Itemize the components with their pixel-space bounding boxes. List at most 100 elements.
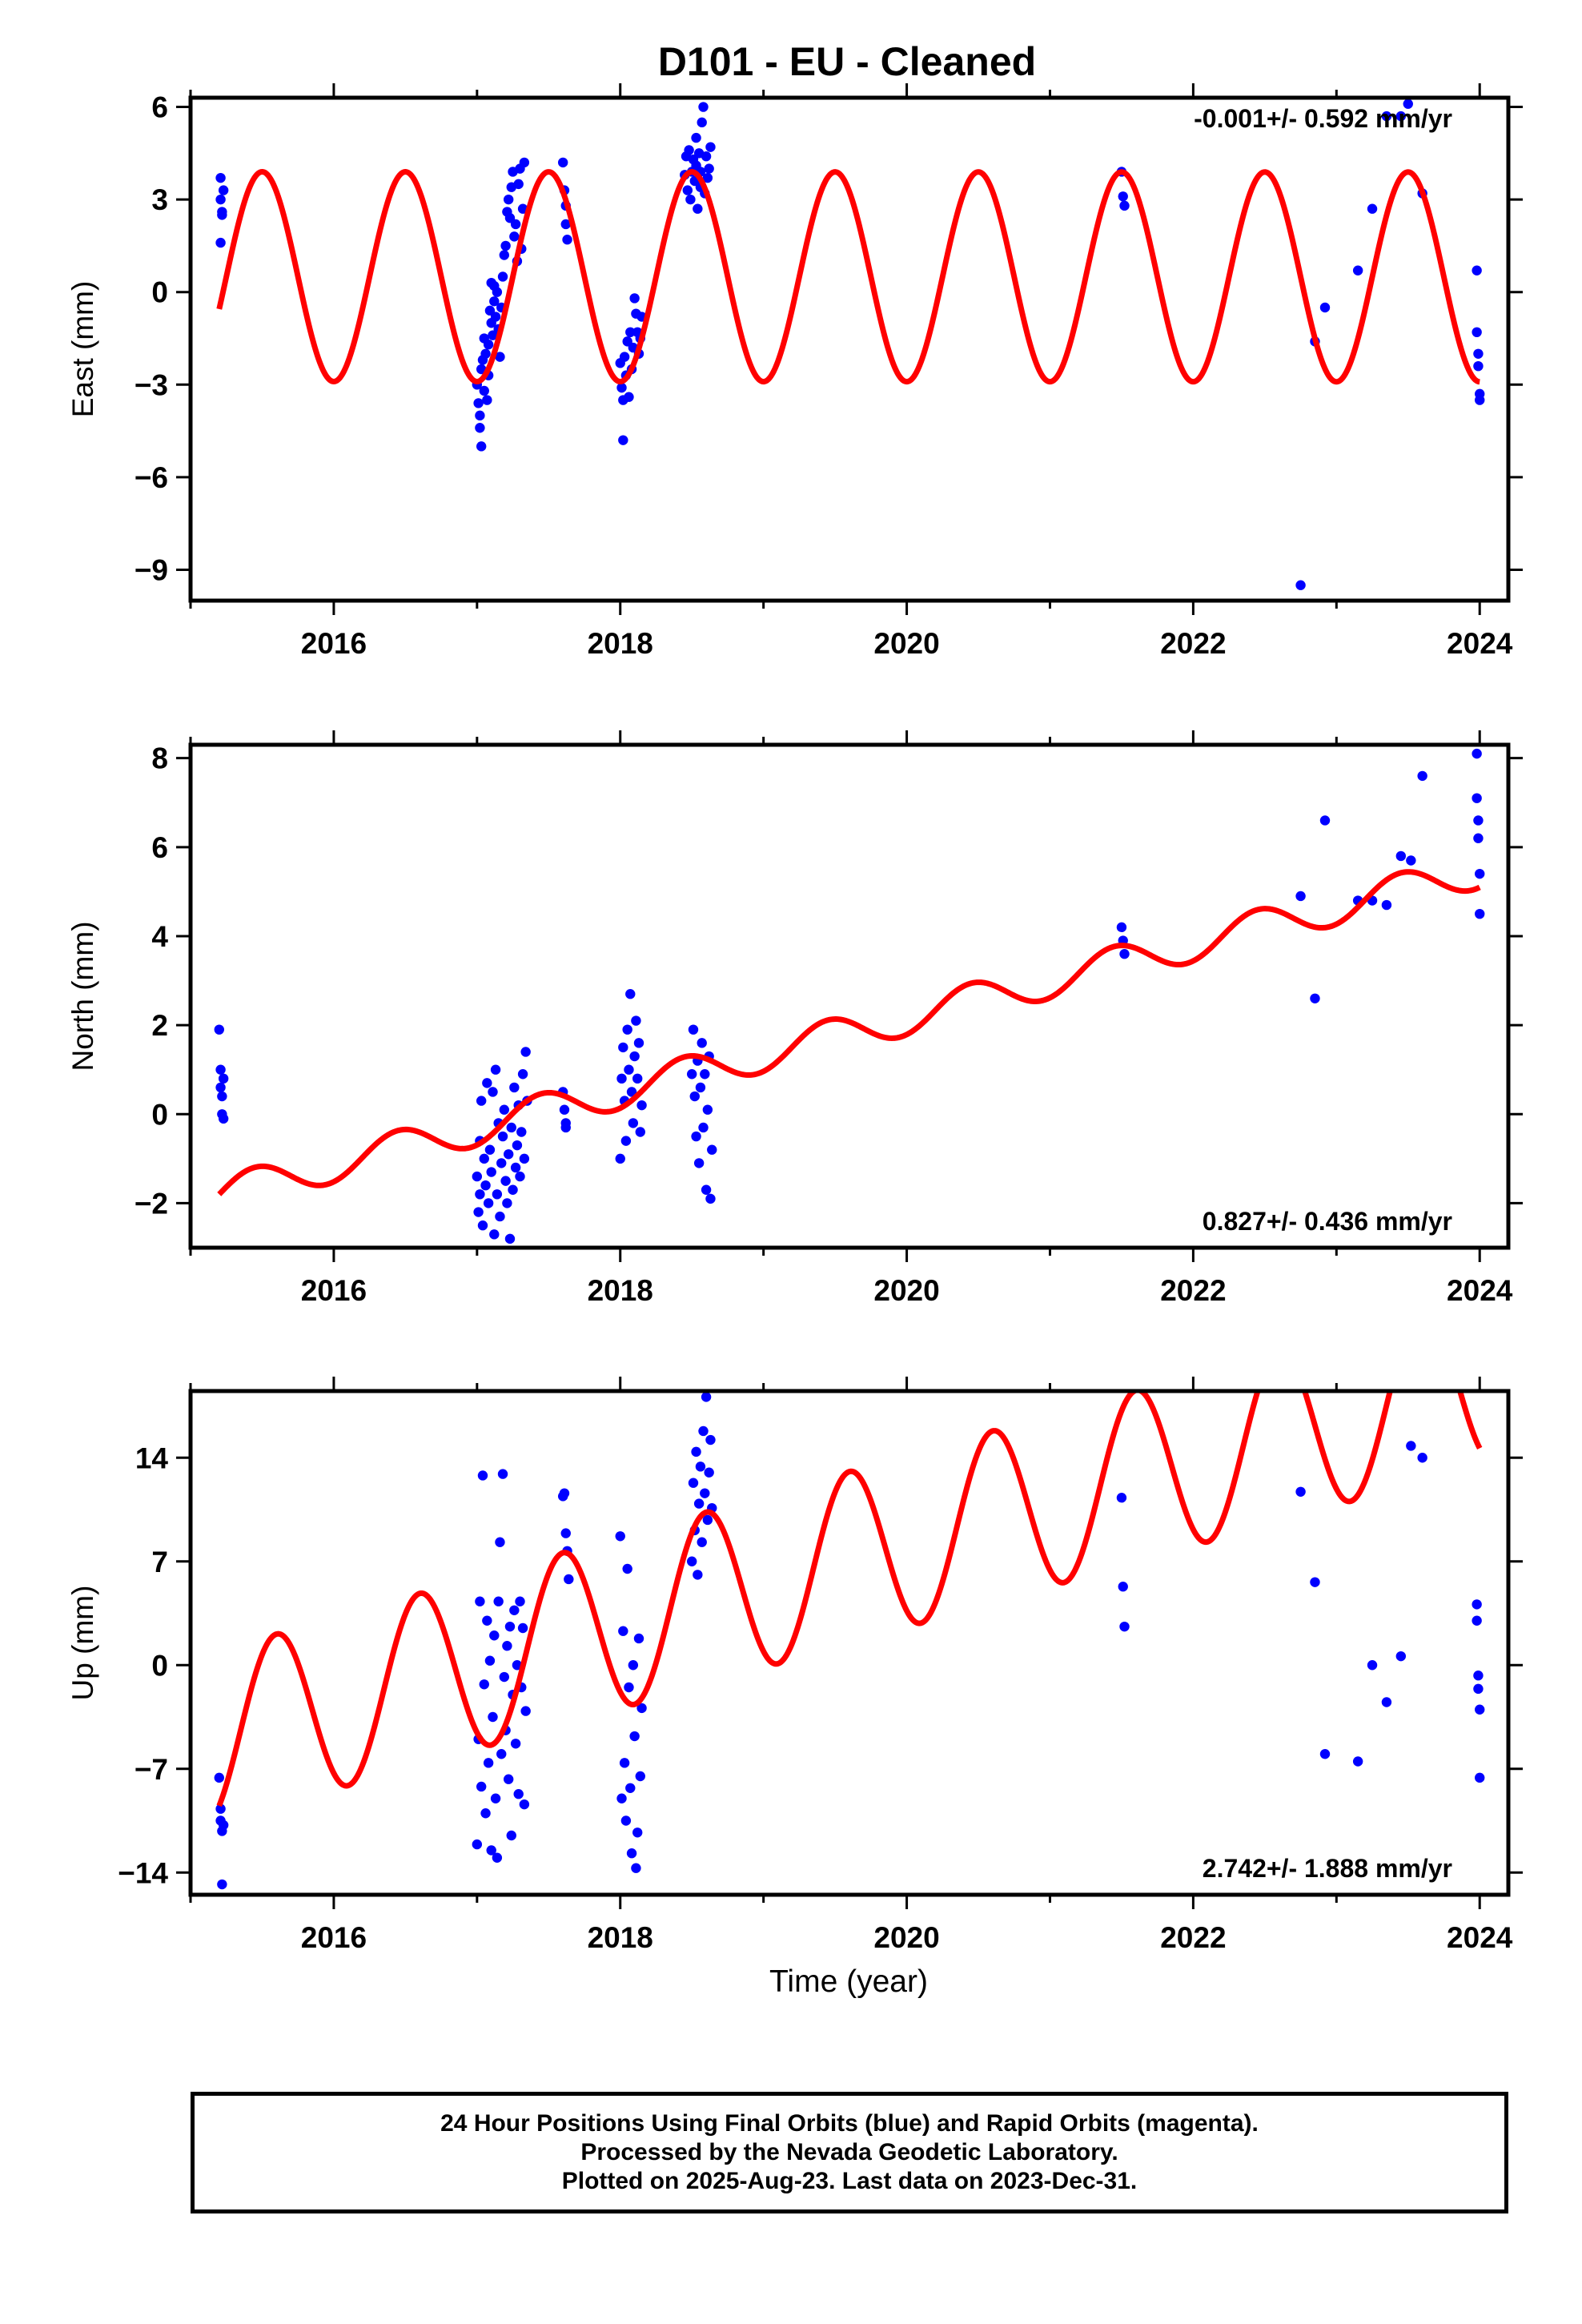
data-point: [624, 1682, 634, 1693]
x-tick-label: 2024: [1447, 1274, 1513, 1307]
data-point: [215, 1082, 226, 1093]
data-point: [475, 423, 485, 433]
data-point: [495, 1211, 505, 1222]
data-point: [705, 142, 716, 152]
x-tick-label: 2020: [873, 627, 939, 660]
data-point: [698, 1122, 709, 1133]
data-point: [629, 293, 640, 304]
data-point: [618, 1042, 628, 1053]
data-point: [1403, 99, 1413, 109]
data-point: [1352, 1756, 1363, 1767]
data-point: [217, 1879, 227, 1890]
data-point: [500, 1176, 511, 1186]
data-point: [686, 1069, 697, 1080]
y-tick-label: 0: [151, 1649, 168, 1682]
data-point: [506, 1122, 516, 1133]
x-tick-label: 2024: [1447, 1921, 1513, 1954]
data-point: [1475, 395, 1485, 405]
data-point: [482, 1615, 492, 1626]
data-point: [480, 1808, 491, 1819]
data-point: [1417, 770, 1427, 782]
data-point: [691, 132, 701, 143]
data-point: [1472, 793, 1482, 803]
x-tick-label: 2020: [873, 1921, 939, 1954]
data-point: [1381, 111, 1392, 122]
data-point: [700, 1069, 710, 1080]
data-point: [619, 1758, 630, 1768]
data-point: [214, 1772, 224, 1783]
data-point: [697, 1038, 707, 1048]
data-point: [512, 1660, 523, 1671]
data-point: [1472, 327, 1482, 338]
data-point: [482, 395, 492, 405]
data-point: [500, 240, 511, 251]
data-point: [477, 1470, 488, 1481]
data-point: [1119, 949, 1130, 959]
data-point: [562, 235, 572, 245]
data-point: [480, 348, 491, 359]
data-point: [1116, 1493, 1127, 1503]
data-point: [475, 1189, 485, 1200]
data-point: [1395, 111, 1407, 122]
data-point: [693, 1158, 705, 1168]
y-tick-label: −6: [135, 461, 168, 494]
data-point: [624, 1064, 634, 1075]
data-point: [483, 1758, 494, 1768]
y-axis-label: Up (mm): [66, 1586, 99, 1701]
data-point: [519, 1153, 530, 1164]
data-point: [615, 1153, 625, 1164]
data-point: [517, 1622, 528, 1634]
data-point: [218, 185, 229, 195]
data-point: [1475, 868, 1485, 879]
x-tick-label: 2018: [588, 1274, 653, 1307]
data-point: [622, 1563, 632, 1574]
data-point: [1406, 1441, 1416, 1451]
data-point: [635, 1771, 645, 1782]
data-point: [215, 1803, 226, 1814]
data-point: [497, 271, 508, 282]
data-point: [636, 1703, 647, 1714]
footer-line-processed: Processed by the Nevada Geodetic Laborat…: [580, 2139, 1118, 2165]
data-point: [509, 1605, 520, 1616]
rate-annotation: -0.001+/- 0.592 mm/yr: [1194, 104, 1452, 133]
data-point: [472, 1171, 483, 1182]
data-point: [697, 117, 707, 128]
data-point: [510, 1162, 521, 1173]
data-point: [476, 1096, 487, 1106]
data-point: [1310, 1577, 1320, 1587]
data-point: [633, 1633, 644, 1644]
data-point: [503, 1774, 514, 1784]
data-point: [619, 352, 630, 362]
data-point: [1118, 191, 1128, 202]
data-point: [622, 1024, 632, 1035]
data-point: [618, 1626, 628, 1636]
data-point: [1295, 1486, 1306, 1498]
data-point: [510, 219, 521, 230]
data-point: [693, 1570, 703, 1580]
data-point: [626, 1848, 637, 1859]
data-point: [559, 1488, 570, 1498]
data-point: [218, 1073, 229, 1084]
figure-title: D101 - EU - Cleaned: [658, 39, 1036, 84]
data-point: [1118, 1582, 1128, 1592]
east-panel: 2016 2018 2020 2022 2024 −9 −6 −3 0 3 6 East (mm) -0…: [66, 83, 1523, 660]
data-point: [472, 1839, 483, 1850]
data-point: [1472, 1599, 1482, 1610]
y-tick-label: −2: [135, 1187, 168, 1220]
data-point: [479, 385, 489, 396]
data-point: [632, 1073, 643, 1084]
data-point: [516, 1127, 527, 1137]
x-tick-label: 2018: [588, 1921, 653, 1954]
east-model-curve: [216, 169, 1481, 385]
data-point: [689, 1091, 700, 1102]
data-point: [510, 1739, 521, 1749]
data-point: [479, 1679, 489, 1690]
up-model-curve: [216, 1391, 1483, 1807]
data-point: [1319, 1749, 1331, 1759]
data-point: [215, 194, 226, 205]
data-point: [1473, 815, 1484, 826]
data-point: [1295, 891, 1306, 902]
data-point: [564, 1574, 574, 1585]
data-point: [633, 1038, 644, 1048]
y-tick-label: 6: [151, 91, 168, 124]
